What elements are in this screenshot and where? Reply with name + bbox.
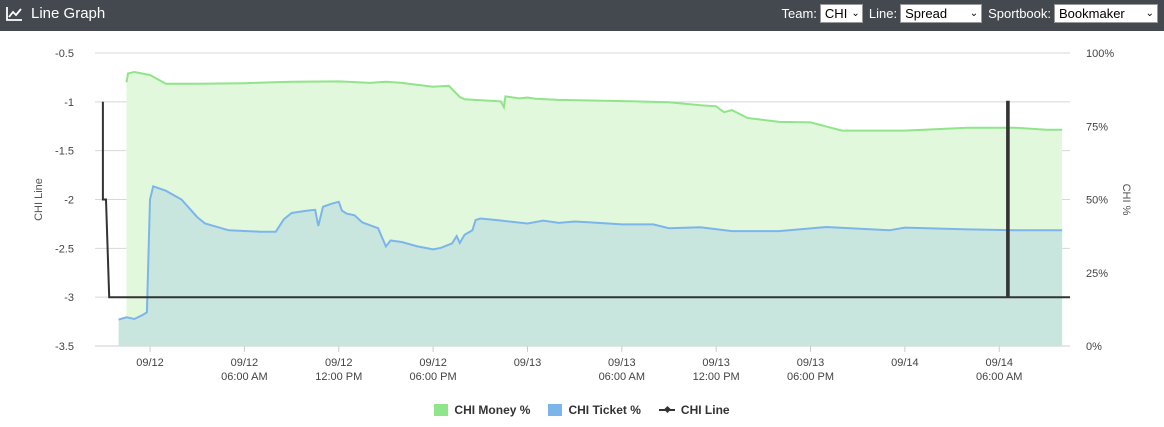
line-value: Spread [905, 6, 948, 21]
x-tick-label-time: 12:00 PM [693, 371, 740, 383]
right-tick-label: 0% [1086, 341, 1102, 353]
right-axis-title: CHI % [1120, 184, 1132, 216]
x-tick-label-time: 06:00 AM [599, 371, 645, 383]
right-tick-label: 50% [1086, 195, 1108, 207]
x-tick-label-time: 12:00 PM [315, 371, 362, 383]
legend-item-money[interactable]: CHI Money % [434, 403, 530, 417]
ticket-area [118, 186, 1063, 346]
x-tick-label-date: 09/13 [797, 357, 825, 369]
sportbook-label: Sportbook: [988, 6, 1051, 21]
ticket-line [118, 184, 1063, 321]
x-tick-label-date: 09/12 [231, 357, 259, 369]
x-tick-label-date: 09/14 [891, 357, 919, 369]
team-label: Team: [781, 6, 817, 21]
x-tick-label-date: 09/14 [985, 357, 1013, 369]
legend-item-line[interactable]: CHI Line [658, 403, 730, 417]
legend-swatch-money [434, 404, 449, 416]
legend-label-money: CHI Money % [454, 403, 531, 417]
line-label: Line: [868, 6, 898, 21]
chi-line-series [101, 100, 1070, 299]
x-tick-label-time: 06:00 AM [221, 371, 267, 383]
chevron-down-icon: ⌄ [1145, 8, 1154, 19]
x-tick-label-date: 09/13 [514, 357, 542, 369]
left-tick-label: -1 [64, 97, 74, 109]
top-bar: Line Graph Team: CHI ⌄ Line: Spread ⌄ Sp… [0, 0, 1164, 31]
title-group: Line Graph [6, 5, 105, 22]
line-graph-chart: -0.5 -1 -1.5 -2 -2.5 -3 -3.5 100% 75% 50% 25% 0% CHI… [33, 48, 1132, 383]
left-tick-label: -0.5 [55, 48, 74, 60]
chart-legend: CHI Money % CHI Ticket % CHI Line [0, 403, 1164, 417]
line-select[interactable]: Spread ⌄ [900, 4, 983, 23]
left-tick-label: -3 [64, 292, 74, 304]
left-tick-label: -3.5 [55, 341, 74, 353]
team-value: CHI [824, 6, 848, 21]
legend-label-ticket: CHI Ticket % [568, 403, 641, 417]
x-tick-label-date: 09/12 [136, 357, 164, 369]
left-tick-label: -2 [64, 195, 74, 207]
x-tick-label-date: 09/13 [608, 357, 636, 369]
chevron-down-icon: ⌄ [851, 8, 860, 19]
left-tick-label: -1.5 [55, 146, 74, 158]
sportbook-value: Bookmaker [1059, 6, 1125, 21]
x-tick-label-date: 09/12 [325, 357, 353, 369]
money-line [125, 70, 1063, 132]
x-tick-label-time: 06:00 PM [787, 371, 834, 383]
sportbook-select[interactable]: Bookmaker ⌄ [1054, 4, 1158, 23]
chevron-down-icon: ⌄ [969, 8, 979, 19]
x-tick-label-date: 09/13 [702, 357, 730, 369]
right-tick-label: 100% [1086, 48, 1114, 60]
chart-controls: Team: CHI ⌄ Line: Spread ⌄ Sportbook: Bo… [776, 4, 1158, 23]
x-tick-label-time: 06:00 PM [410, 371, 457, 383]
team-select[interactable]: CHI ⌄ [819, 4, 863, 23]
x-tick-label-date: 09/12 [419, 357, 447, 369]
line-chart-icon [6, 6, 22, 21]
left-axis-title: CHI Line [33, 178, 45, 221]
legend-item-ticket[interactable]: CHI Ticket % [548, 403, 641, 417]
right-tick-label: 75% [1086, 121, 1108, 133]
legend-label-line: CHI Line [680, 403, 730, 417]
right-tick-label: 25% [1086, 268, 1108, 280]
legend-swatch-line [658, 405, 675, 415]
x-tick-label-time: 06:00 AM [976, 371, 1022, 383]
left-tick-label: -2.5 [55, 243, 74, 255]
legend-swatch-ticket [548, 404, 563, 416]
chart-title: Line Graph [31, 5, 106, 22]
